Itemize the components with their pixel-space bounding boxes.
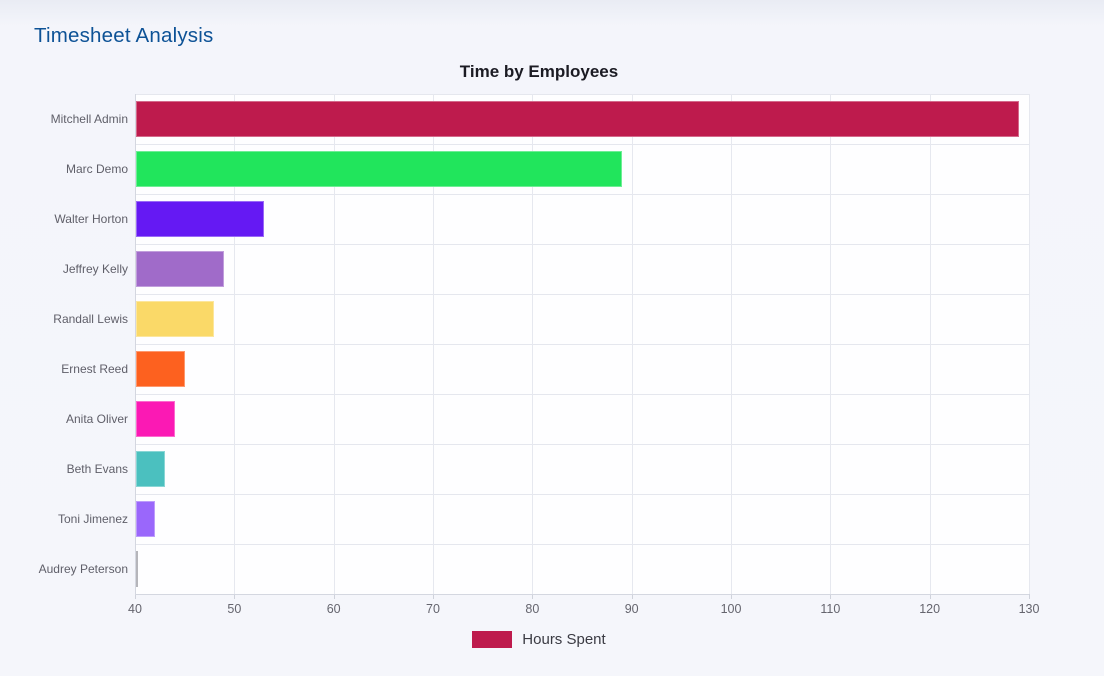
x-axis-tick [631, 594, 633, 599]
grid-line-vertical [234, 94, 236, 594]
bar-anita-oliver[interactable] [136, 401, 175, 437]
bar-audrey-peterson[interactable] [136, 551, 138, 587]
x-axis-tick [929, 594, 931, 599]
grid-line-vertical [333, 94, 335, 594]
x-axis-tick [830, 594, 832, 599]
y-axis-label: Mitchell Admin [50, 112, 128, 126]
grid-line-horizontal [135, 144, 1029, 145]
grid-line-vertical [631, 94, 633, 594]
grid-line-horizontal [135, 444, 1029, 445]
grid-line-vertical [433, 94, 434, 594]
bar-ernest-reed[interactable] [136, 351, 185, 387]
grid-line-vertical [731, 94, 732, 594]
bar-marc-demo[interactable] [136, 151, 622, 187]
bar-beth-evans[interactable] [136, 451, 165, 487]
x-axis-tick [1029, 594, 1030, 599]
chart-title: Time by Employees [459, 62, 619, 81]
legend[interactable]: Hours Spent [0, 631, 1078, 648]
y-axis-label: Toni Jimenez [57, 512, 128, 526]
y-axis-label: Randall Lewis [53, 312, 128, 326]
x-axis-tick-label: 120 [919, 602, 941, 616]
bar-jeffrey-kelly[interactable] [136, 251, 225, 287]
x-axis-tick [532, 594, 534, 599]
grid-line-horizontal [135, 294, 1029, 295]
y-axis-label: Walter Horton [54, 212, 128, 226]
x-axis-tick-label: 90 [624, 602, 639, 616]
x-axis-tick [234, 594, 236, 599]
grid-line-vertical [532, 94, 534, 594]
x-axis-tick-label: 70 [426, 602, 440, 616]
grid-line-horizontal [135, 394, 1029, 395]
x-axis-tick [433, 594, 434, 599]
bar-randall-lewis[interactable] [136, 301, 215, 337]
legend-label[interactable]: Hours Spent [522, 631, 606, 648]
grid-line-vertical [1029, 94, 1030, 594]
grid-line-vertical [929, 94, 931, 594]
bar-walter-horton[interactable] [136, 201, 265, 237]
y-axis-label: Marc Demo [65, 162, 128, 176]
grid-line-horizontal [135, 244, 1029, 245]
y-axis-label: Ernest Reed [61, 362, 128, 376]
y-axis-line [135, 94, 136, 594]
x-axis-tick-label: 100 [720, 602, 742, 616]
x-axis-tick-label: 50 [227, 602, 242, 616]
page-title: Timesheet Analysis [34, 23, 214, 47]
x-axis-tick-label: 60 [326, 602, 341, 616]
x-axis-line [135, 594, 1029, 595]
x-axis-tick [333, 594, 335, 599]
bar-toni-jimenez[interactable] [136, 501, 155, 537]
grid-line-horizontal [135, 494, 1029, 495]
grid-line-horizontal [135, 94, 1029, 95]
y-axis-label: Jeffrey Kelly [62, 262, 128, 276]
bar-mitchell-admin[interactable] [136, 101, 1020, 137]
grid-line-horizontal [135, 194, 1029, 195]
x-axis-tick-label: 40 [128, 602, 142, 616]
x-axis-tick-label: 130 [1018, 602, 1040, 616]
grid-line-horizontal [135, 344, 1029, 345]
y-axis-label: Audrey Peterson [38, 562, 128, 576]
grid-line-horizontal [135, 544, 1029, 545]
x-axis-tick-label: 110 [820, 602, 841, 616]
y-axis-label: Beth Evans [66, 462, 128, 476]
y-axis-label: Anita Oliver [65, 412, 128, 426]
legend-swatch[interactable] [472, 631, 513, 648]
x-axis-tick-label: 80 [525, 602, 540, 616]
x-axis-tick [135, 594, 136, 599]
x-axis-tick [731, 594, 732, 599]
grid-line-vertical [830, 94, 832, 594]
